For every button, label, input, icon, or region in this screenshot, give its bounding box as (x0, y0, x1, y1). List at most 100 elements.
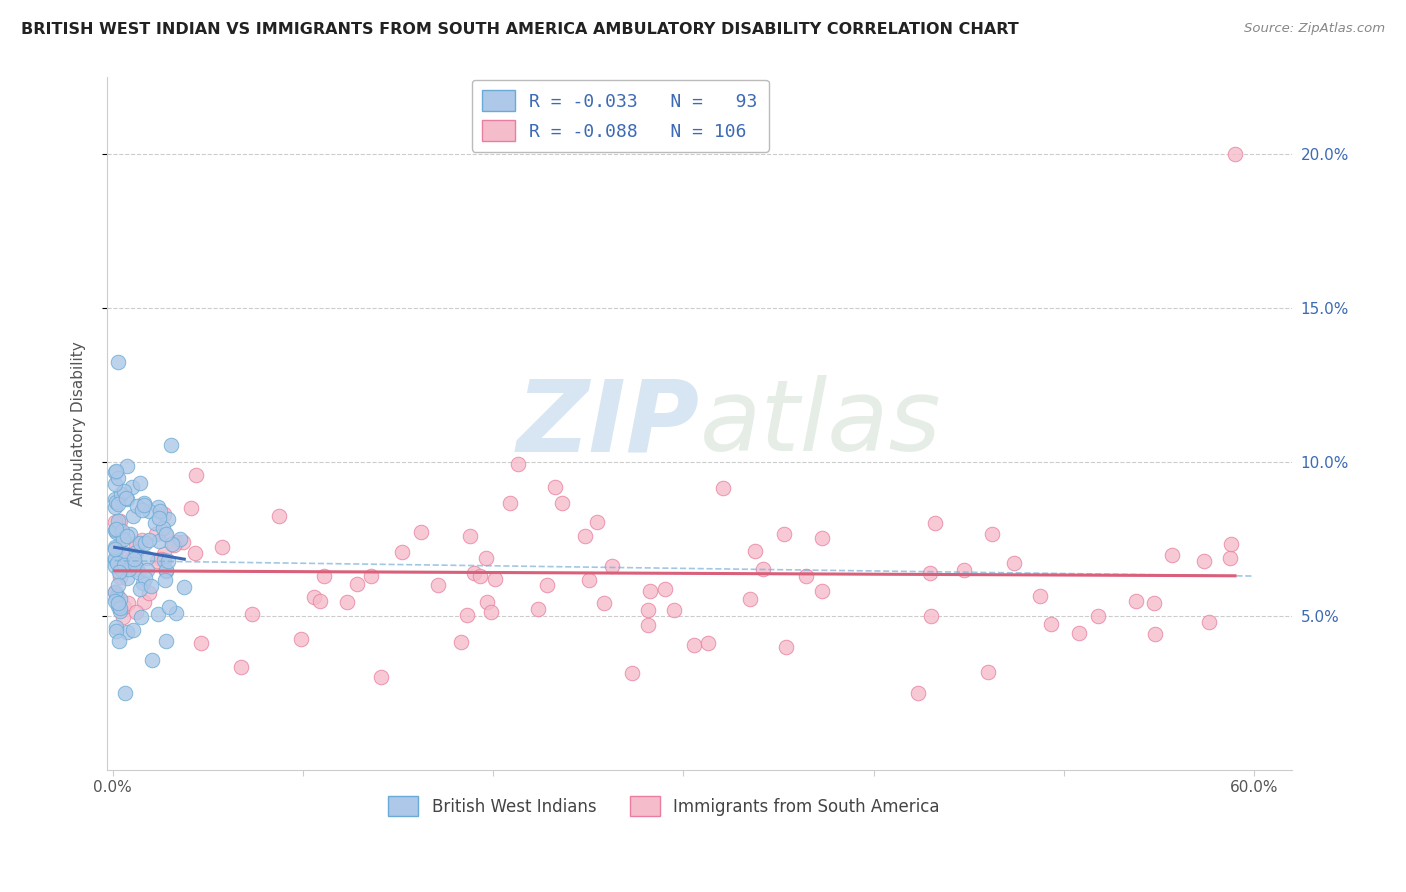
Point (128, 535, 150, 549)
Point (107, 354, 129, 368)
Point (134, 571, 156, 585)
Point (585, 515, 607, 529)
Point (346, 577, 368, 591)
Point (152, 547, 174, 561)
Point (697, 636, 720, 650)
Point (110, 487, 132, 501)
Point (132, 498, 155, 512)
Point (104, 523, 127, 537)
Point (108, 604, 131, 618)
Point (129, 475, 152, 490)
Point (600, 559, 623, 574)
Point (104, 500, 127, 514)
Point (141, 653, 163, 667)
Point (155, 563, 177, 577)
Point (427, 578, 450, 592)
Point (134, 535, 156, 549)
Point (1198, 615, 1220, 629)
Point (121, 480, 143, 494)
Point (711, 481, 734, 495)
Text: Source: ZipAtlas.com: Source: ZipAtlas.com (1244, 22, 1385, 36)
Point (145, 527, 167, 541)
Point (654, 582, 676, 596)
Point (166, 534, 188, 549)
Point (138, 586, 160, 600)
Point (110, 524, 132, 538)
Point (308, 594, 330, 608)
Point (156, 554, 179, 568)
Point (107, 596, 129, 610)
Point (190, 636, 212, 650)
Point (1160, 548, 1182, 562)
Point (107, 471, 129, 485)
Point (112, 599, 135, 614)
Point (155, 526, 177, 541)
Text: BRITISH WEST INDIAN VS IMMIGRANTS FROM SOUTH AMERICA AMBULATORY DISABILITY CORRE: BRITISH WEST INDIAN VS IMMIGRANTS FROM S… (21, 22, 1019, 37)
Point (104, 624, 127, 639)
Point (129, 610, 152, 624)
Point (132, 576, 155, 591)
Point (132, 595, 155, 609)
Point (115, 458, 138, 473)
Point (811, 583, 834, 598)
Point (536, 577, 558, 591)
Point (162, 537, 184, 551)
Point (149, 552, 172, 566)
Point (620, 665, 643, 680)
Point (738, 592, 761, 607)
Point (115, 529, 138, 543)
Text: ZIP: ZIP (516, 376, 700, 472)
Point (110, 600, 132, 615)
Point (122, 551, 145, 566)
Point (637, 618, 659, 632)
Point (136, 550, 159, 565)
Point (479, 605, 502, 619)
Point (104, 515, 127, 529)
Point (141, 579, 163, 593)
Point (111, 564, 134, 578)
Point (638, 583, 661, 598)
Point (336, 595, 359, 609)
Point (105, 620, 128, 634)
Point (460, 528, 482, 542)
Point (131, 503, 153, 517)
Point (370, 670, 392, 684)
Point (104, 553, 127, 567)
Point (112, 609, 135, 624)
Point (115, 492, 138, 507)
Point (104, 524, 127, 539)
Point (118, 562, 141, 576)
Point (924, 516, 946, 531)
Point (1125, 594, 1147, 608)
Point (104, 466, 127, 480)
Point (118, 548, 141, 562)
Point (1087, 608, 1109, 623)
Point (180, 500, 202, 515)
Point (159, 438, 181, 452)
Point (527, 602, 550, 616)
Point (952, 564, 974, 578)
Point (172, 534, 194, 549)
Point (173, 581, 195, 595)
Point (121, 551, 143, 566)
Point (115, 624, 138, 639)
Point (794, 569, 817, 583)
Point (108, 566, 131, 580)
Point (593, 596, 616, 610)
Point (240, 607, 263, 621)
Point (153, 527, 176, 541)
Point (169, 533, 191, 547)
Point (484, 572, 506, 586)
Point (475, 550, 498, 565)
Point (360, 569, 382, 583)
Y-axis label: Ambulatory Disability: Ambulatory Disability (72, 342, 86, 506)
Point (127, 536, 149, 550)
Point (1219, 537, 1241, 551)
Point (128, 582, 150, 596)
Point (1040, 617, 1063, 632)
Point (104, 477, 127, 491)
Point (1219, 550, 1241, 565)
Point (105, 556, 128, 570)
Point (105, 588, 128, 602)
Point (110, 514, 132, 528)
